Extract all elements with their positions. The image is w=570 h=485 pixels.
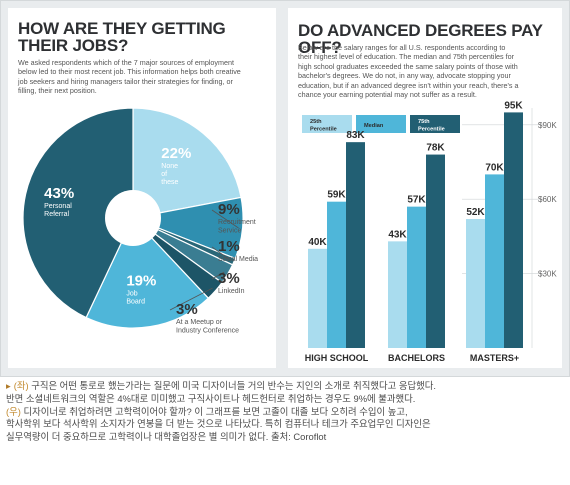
bullet-icon: ▸	[6, 380, 11, 391]
caption-line: 실무역량이 더 중요하므로 고학력이나 대학졸업장은 별 의미가 없다. 출처:…	[6, 431, 327, 443]
pie-slice-label: Personal	[44, 203, 72, 210]
pie-slice	[132, 107, 242, 219]
degrees-intro-line: high school graduates exceeded the same …	[298, 61, 518, 71]
y-tick-label: $90K	[538, 121, 557, 130]
pie-slice-label: Recruitment	[218, 219, 256, 226]
pie-slice-value: 3%	[176, 301, 198, 318]
pie-leader-line	[211, 209, 239, 229]
bar-value-label: 52K	[466, 207, 485, 218]
caption-line: (우) 디자이너로 취업하려면 고학력이어야 할까? 이 그래프를 보면 고졸이…	[0, 406, 570, 419]
jobs-title: HOW ARE THEY GETTING THEIR JOBS?	[18, 20, 226, 54]
pie-slice-label: Board	[126, 299, 145, 306]
y-tick-label: $30K	[538, 270, 557, 279]
pie-slice-value: 9%	[218, 201, 240, 218]
bar-value-label: 70K	[485, 162, 504, 173]
jobs-intro-line: job seekers and hiring managers tailor t…	[18, 76, 233, 86]
caption-line: ▸ (좌) 구직은 어떤 통로로 했는가라는 질문에 미국 디자이너들 거의 반수…	[0, 380, 570, 393]
legend-label: 75th	[418, 119, 430, 125]
x-category-label: BACHELORS	[388, 353, 445, 363]
pie-slice-label: LinkedIn	[218, 288, 245, 295]
pie-slice	[85, 216, 210, 329]
pie-slice-label: At a Meetup or	[176, 319, 223, 326]
bar	[308, 248, 327, 348]
pie-slice-value: 3%	[218, 270, 240, 287]
pie-leader-line	[211, 246, 231, 261]
legend-label: Percentile	[310, 127, 337, 133]
legend-swatch	[356, 115, 406, 133]
legend-swatch	[302, 115, 352, 133]
pie-slice-value: 22%	[161, 145, 191, 162]
x-category-label: MASTERS+	[470, 353, 519, 363]
degrees-title-text: DO ADVANCED DEGREES PAY OFF?	[298, 21, 543, 57]
caption-line: 학사학위 보다 석사학위 소지자가 연봉을 더 받는 것으로 나타났다. 특히 …	[6, 418, 431, 430]
legend-label: Median	[364, 123, 384, 129]
pie-slice-value: 1%	[218, 238, 240, 255]
pie-slice	[22, 107, 134, 319]
degrees-intro-line: Below are the salary ranges for all U.S.…	[298, 43, 506, 52]
caption-line: 반면 소셜네트워크의 역할은 4%대로 미미했고 구직사이트나 헤드헌터로 취업…	[6, 392, 416, 404]
degrees-intro-line: their highest level of education. The me…	[298, 52, 515, 62]
bar-chart: 25th Percentile Median 75th Percentile $30K $6…	[302, 100, 557, 363]
bar	[327, 201, 346, 348]
jobs-intro: We asked respondents which of the 7 majo…	[18, 58, 273, 96]
korean-caption: ▸ (좌) 구직은 어떤 통로로 했는가라는 질문에 미국 디자이너들 거의 반수…	[0, 380, 570, 444]
pie-slice-label: of	[161, 171, 167, 178]
pie-slice-label: None	[161, 163, 178, 170]
legend-swatch	[410, 115, 460, 133]
pie-leader-line	[211, 271, 225, 280]
pie-slice-value: 43%	[44, 185, 74, 202]
degrees-title: DO ADVANCED DEGREES PAY OFF?	[298, 22, 562, 56]
bar	[485, 174, 504, 348]
degrees-intro-line: education, but if an advanced degree isn…	[298, 80, 519, 90]
legend-label: Percentile	[418, 127, 445, 133]
bar	[426, 154, 445, 348]
pie-slice-label: these	[161, 179, 178, 186]
bar-value-label: 78K	[426, 143, 445, 154]
bar	[407, 206, 426, 348]
degrees-intro-line: bachelor's degrees. We do not, in any wa…	[298, 71, 511, 81]
bar-value-label: 43K	[388, 229, 407, 240]
bar-value-label: 95K	[504, 100, 523, 111]
bar-value-label: 59K	[327, 190, 346, 201]
jobs-source-panel: HOW ARE THEY GETTING THEIR JOBS? We aske…	[8, 8, 276, 368]
bar	[388, 241, 407, 348]
pie-slice-label: Referral	[44, 211, 69, 218]
degrees-intro-line: chance your earning potential may not su…	[298, 90, 477, 100]
jobs-intro-line: We asked respondents which of the 7 majo…	[18, 58, 235, 67]
bar	[466, 219, 485, 348]
infographic-frame: HOW ARE THEY GETTING THEIR JOBS? We aske…	[0, 0, 570, 377]
pie-slice-label: Social Media	[218, 256, 258, 263]
pie-leader-line	[169, 287, 213, 311]
jobs-title-line2: THEIR JOBS?	[18, 36, 129, 55]
caption-tag-left: (좌)	[13, 380, 29, 391]
bar	[504, 112, 523, 349]
legend-label: 25th	[310, 119, 322, 125]
caption-tag-right: (우)	[6, 405, 21, 417]
bar-value-label: 83K	[346, 130, 365, 141]
pie-center-hole	[105, 190, 161, 246]
pie-slice-value: 19%	[126, 273, 156, 290]
jobs-title-line1: HOW ARE THEY GETTING	[18, 19, 226, 38]
pie-slice-label: Job	[126, 291, 137, 298]
degrees-panel: DO ADVANCED DEGREES PAY OFF? Below are t…	[288, 8, 562, 368]
pie-slice-label: Service	[218, 228, 241, 235]
jobs-intro-line: below led to their most recent job. This…	[18, 67, 241, 77]
caption-text: 구직은 어떤 통로로 했는가라는 질문에 미국 디자이너들 거의 반수는 지인의…	[28, 380, 436, 391]
bar-value-label: 40K	[308, 237, 327, 248]
bar	[346, 142, 365, 348]
jobs-intro-line: filling, their next position.	[18, 86, 97, 96]
y-tick-label: $60K	[538, 195, 557, 204]
x-category-label: HIGH SCHOOL	[305, 353, 369, 363]
caption-text: 디자이너로 취업하려면 고학력이어야 할까? 이 그래프를 보면 고졸이 대졸 …	[20, 405, 408, 417]
pie-slice-label: Industry Conference	[176, 328, 239, 335]
bar-value-label: 57K	[407, 195, 426, 206]
degrees-intro: Below are the salary ranges for all U.S.…	[298, 43, 556, 99]
